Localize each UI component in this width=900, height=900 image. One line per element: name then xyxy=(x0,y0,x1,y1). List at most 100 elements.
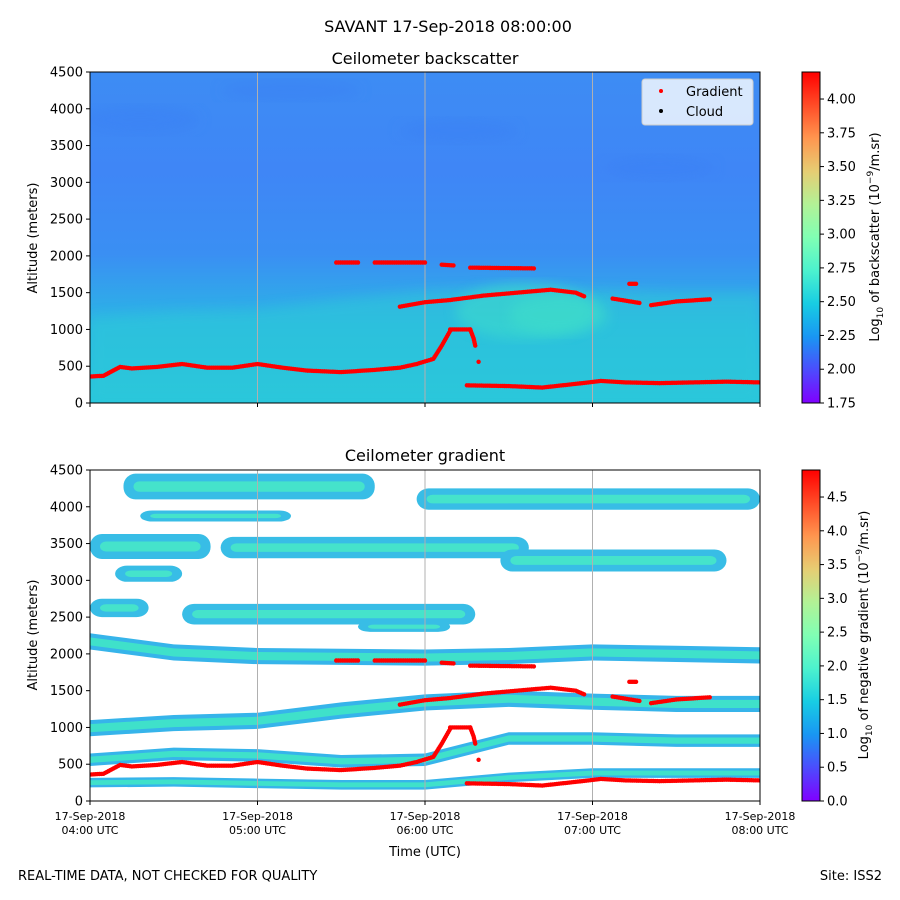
x-tick-label: 17-Sep-2018 xyxy=(222,810,293,823)
gradient-colorbar-ticks: 0.0 0.5 1.0 1.5 2.0 2.5 3.0 3.5 4.0 4.5 xyxy=(820,491,848,810)
gradient-point xyxy=(355,658,361,663)
x-tick-label: 17-Sep-2018 xyxy=(557,810,628,823)
gradient-point xyxy=(633,679,639,685)
legend-cloud-label: Cloud xyxy=(686,105,723,120)
y-tick-label: 4500 xyxy=(50,66,83,81)
y-tick-label: 4500 xyxy=(50,464,83,479)
gradient-point xyxy=(476,359,481,365)
colorbar-tick-label: 3.5 xyxy=(827,558,848,573)
colorbar-tick-label: 4.5 xyxy=(827,491,848,506)
legend: Gradient Cloud xyxy=(641,78,754,126)
gradient-point xyxy=(581,692,587,697)
colorbar-tick-label: 2.75 xyxy=(827,261,856,276)
gradient-patch-core xyxy=(368,624,441,629)
backscatter-field-blob xyxy=(221,80,361,101)
gradient-point xyxy=(473,343,478,348)
y-tick-label: 1500 xyxy=(50,286,83,301)
colorbar-tick-label: 0.0 xyxy=(827,795,848,810)
gradient-xlabel: Time (UTC) xyxy=(388,845,461,860)
gradient-point xyxy=(476,757,481,763)
gradient-point xyxy=(355,260,361,265)
gradient-colorbar xyxy=(801,469,821,802)
y-tick-label: 1500 xyxy=(50,684,83,699)
y-tick-label: 2000 xyxy=(50,249,83,264)
gradient-point xyxy=(451,263,456,268)
gradient-point xyxy=(422,658,428,663)
colorbar-tick-label: 4.0 xyxy=(827,524,848,539)
backscatter-y-ticks: 0 500 1000 1500 2000 2500 3000 3500 4000 4500 xyxy=(50,66,90,412)
colorbar-tick-label: 3.0 xyxy=(827,592,848,607)
gradient-point xyxy=(451,661,456,666)
gradient-ylabel: Altitude (meters) xyxy=(26,580,41,691)
colorbar-tick-label: 3.50 xyxy=(827,160,856,175)
legend-cloud-marker xyxy=(659,109,663,113)
colorbar-tick-label: 3.25 xyxy=(827,194,856,209)
colorbar-tick-label: 2.50 xyxy=(827,295,856,310)
y-tick-label: 3500 xyxy=(50,139,83,154)
gradient-point xyxy=(633,281,639,287)
y-tick-label: 2500 xyxy=(50,611,83,626)
y-tick-label: 1000 xyxy=(50,721,83,736)
legend-gradient-marker xyxy=(659,89,663,93)
gradient-panel: Ceilometer gradient 0 500 1000 1500 2000 2500… xyxy=(26,446,875,860)
y-tick-label: 3500 xyxy=(50,537,83,552)
gradient-patch-core xyxy=(100,541,201,552)
colorbar-tick-label: 2.0 xyxy=(827,659,848,674)
gradient-points xyxy=(90,658,760,788)
backscatter-field-blob xyxy=(398,118,519,143)
y-tick-label: 4000 xyxy=(50,500,83,515)
colorbar-tick-label: 1.5 xyxy=(827,693,848,708)
backscatter-field-blob xyxy=(604,155,715,180)
footer-disclaimer: REAL-TIME DATA, NOT CHECKED FOR QUALITY xyxy=(18,869,318,884)
gradient-point xyxy=(637,300,642,306)
backscatter-ylabel: Altitude (meters) xyxy=(26,183,41,294)
gradient-point xyxy=(473,741,478,746)
backscatter-field-blob xyxy=(90,105,201,134)
gradient-title: Ceilometer gradient xyxy=(345,446,505,465)
gradient-patch-core xyxy=(100,604,139,612)
x-tick-label: 04:00 UTC xyxy=(61,824,118,837)
footer-site: Site: ISS2 xyxy=(819,869,882,884)
backscatter-title: Ceilometer backscatter xyxy=(332,49,519,68)
gradient-point xyxy=(757,380,760,385)
backscatter-colorbar-ticks: 1.75 2.00 2.25 2.50 2.75 3.00 3.25 3.50 3.75 4.00 xyxy=(820,93,856,412)
backscatter-x-ticks xyxy=(89,403,761,407)
gradient-patch-core xyxy=(192,610,466,619)
y-tick-label: 0 xyxy=(75,397,83,412)
gradient-gridlines xyxy=(257,470,593,801)
gradient-patch-core xyxy=(426,494,750,504)
x-tick-label: 05:00 UTC xyxy=(229,824,286,837)
colorbar-tick-label: 1.75 xyxy=(827,397,856,412)
gradient-patch-core xyxy=(133,481,365,492)
backscatter-panel: Ceilometer backscatter 0 500 1000 1500 2000 2… xyxy=(26,49,886,412)
colorbar-tick-label: 2.00 xyxy=(827,363,856,378)
colorbar-tick-label: 3.75 xyxy=(827,126,856,141)
gradient-point xyxy=(707,297,712,302)
x-tick-label: 17-Sep-2018 xyxy=(55,810,126,823)
backscatter-field-blob xyxy=(509,294,609,335)
gradient-patch-core xyxy=(230,543,519,552)
gradient-patch-core xyxy=(125,570,173,577)
backscatter-gradient-points xyxy=(90,260,760,390)
backscatter-colorbar xyxy=(801,71,821,404)
legend-box xyxy=(641,78,754,126)
backscatter-gridlines xyxy=(257,72,593,403)
y-tick-label: 500 xyxy=(58,360,83,375)
colorbar-tick-label: 4.00 xyxy=(827,93,856,108)
x-tick-label: 08:00 UTC xyxy=(731,824,788,837)
y-tick-label: 3000 xyxy=(50,176,83,191)
gradient-field-patches xyxy=(90,473,760,632)
colorbar-tick-label: 1.0 xyxy=(827,727,848,742)
gradient-patch-core xyxy=(150,513,281,519)
gradient-point xyxy=(757,778,760,783)
x-tick-label: 07:00 UTC xyxy=(564,824,621,837)
x-tick-label: 17-Sep-2018 xyxy=(390,810,461,823)
gradient-point xyxy=(637,698,642,704)
gradient-point xyxy=(707,695,712,700)
colorbar-tick-label: 0.5 xyxy=(827,761,848,776)
x-tick-label: 06:00 UTC xyxy=(396,824,453,837)
colorbar-tick-label: 2.5 xyxy=(827,626,848,641)
gradient-patch-core xyxy=(510,556,717,565)
